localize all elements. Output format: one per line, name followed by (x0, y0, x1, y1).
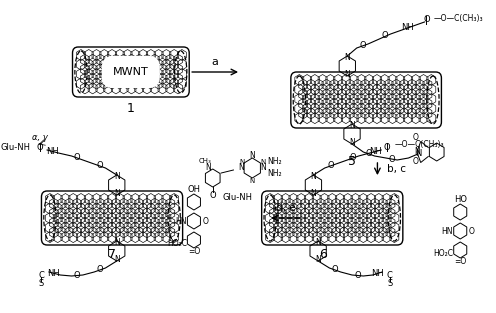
Text: N: N (315, 255, 321, 264)
Text: N: N (310, 189, 316, 198)
Text: N: N (114, 172, 120, 181)
Text: N: N (344, 70, 350, 79)
Text: d, e: d, e (276, 203, 296, 213)
Text: N: N (310, 172, 316, 181)
Text: OH: OH (187, 186, 200, 194)
Text: O: O (412, 157, 418, 167)
Text: HO₂C: HO₂C (167, 239, 187, 249)
Text: S: S (39, 279, 44, 288)
Text: N: N (238, 163, 244, 172)
Text: O: O (350, 153, 356, 162)
Text: NH: NH (371, 269, 384, 278)
Text: N: N (349, 121, 355, 130)
Text: CH₃: CH₃ (199, 158, 212, 164)
Text: N: N (415, 150, 421, 158)
Text: N: N (239, 158, 245, 165)
Text: N: N (315, 238, 321, 247)
Text: N: N (114, 189, 120, 198)
Text: O: O (97, 265, 103, 275)
Text: NH: NH (369, 147, 382, 156)
Text: O: O (359, 42, 366, 50)
Text: —O—C(CH₃)₃: —O—C(CH₃)₃ (394, 141, 444, 150)
Text: N: N (114, 238, 120, 247)
FancyBboxPatch shape (42, 191, 183, 245)
Text: O: O (366, 150, 372, 158)
Text: HO₂C: HO₂C (434, 249, 453, 259)
Text: —O—C(CH₃)₃: —O—C(CH₃)₃ (434, 13, 484, 23)
Text: O: O (412, 132, 418, 141)
Text: O: O (383, 142, 390, 151)
Text: HN: HN (441, 227, 453, 235)
Text: NH₂: NH₂ (267, 157, 282, 167)
Text: S: S (387, 279, 392, 288)
Text: Glu-NH: Glu-NH (222, 193, 252, 203)
Text: b, c: b, c (387, 164, 406, 174)
Text: NH: NH (47, 269, 60, 278)
FancyBboxPatch shape (72, 47, 189, 97)
Text: N: N (249, 178, 255, 184)
Text: 5: 5 (348, 155, 356, 168)
Text: HO: HO (454, 196, 467, 204)
Text: O: O (209, 192, 216, 201)
Text: O: O (388, 155, 395, 163)
Text: O: O (74, 153, 80, 162)
Text: 6: 6 (319, 248, 327, 261)
Text: =O: =O (454, 258, 466, 266)
Text: α, γ: α, γ (32, 132, 48, 141)
Text: C: C (387, 270, 393, 280)
Text: N: N (205, 162, 211, 172)
Text: O: O (354, 270, 361, 280)
Text: N: N (114, 255, 120, 264)
Text: O: O (469, 227, 475, 235)
Text: N: N (249, 151, 255, 161)
Text: O: O (381, 32, 388, 40)
Text: a: a (211, 57, 218, 67)
Text: N: N (349, 138, 355, 147)
Text: N: N (344, 53, 350, 62)
Text: 7: 7 (108, 248, 116, 261)
Text: O: O (97, 162, 103, 171)
Text: N: N (260, 158, 265, 165)
Text: O: O (327, 162, 334, 171)
Text: O: O (332, 265, 338, 275)
Text: NH₂: NH₂ (267, 170, 282, 178)
Text: O: O (36, 142, 43, 151)
Text: =O: =O (188, 248, 200, 256)
FancyBboxPatch shape (262, 191, 403, 245)
Text: O: O (202, 217, 208, 225)
Text: NH: NH (401, 23, 414, 33)
Text: O: O (74, 270, 80, 280)
FancyBboxPatch shape (291, 72, 441, 128)
Text: C: C (39, 270, 45, 280)
Text: O: O (423, 16, 430, 24)
Text: Glu-NH: Glu-NH (0, 142, 30, 151)
Text: 1: 1 (127, 102, 135, 115)
Text: HN: HN (175, 217, 186, 225)
Text: N: N (261, 163, 266, 172)
Text: N: N (414, 147, 420, 156)
Text: NH: NH (47, 147, 59, 156)
Text: MWNT: MWNT (113, 67, 149, 77)
